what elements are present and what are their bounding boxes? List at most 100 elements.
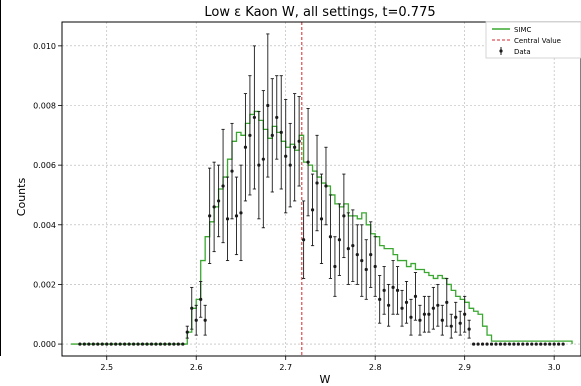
y-tick-label: 0.010: [33, 42, 56, 51]
data-point: [337, 238, 341, 242]
x-tick-label: 2.9: [458, 363, 471, 372]
data-point: [395, 288, 400, 292]
data-point: [243, 145, 248, 149]
data-point: [123, 342, 127, 346]
legend-simc-label: SIMC: [514, 26, 532, 34]
data-point: [489, 342, 494, 346]
data-point: [328, 235, 333, 239]
data-point: [185, 330, 189, 334]
data-point: [364, 267, 368, 272]
data-point: [521, 342, 525, 346]
data-point: [136, 342, 140, 346]
data-point: [369, 253, 373, 257]
data-point: [163, 342, 167, 346]
data-point: [221, 184, 225, 188]
data-point: [190, 306, 194, 310]
left-panel-edge: [0, 0, 1, 356]
y-tick-label: 0.000: [33, 340, 56, 349]
data-point: [216, 199, 221, 203]
data-point: [333, 264, 337, 269]
data-point: [342, 214, 346, 218]
legend-central-label: Central Value: [514, 37, 561, 45]
data-point: [534, 342, 538, 346]
data-point: [203, 318, 207, 322]
data-point: [498, 342, 503, 346]
data-point: [485, 342, 489, 346]
data-point: [158, 342, 163, 346]
data-point: [539, 342, 543, 346]
data-point: [440, 318, 444, 322]
data-point: [154, 342, 158, 346]
y-tick-label: 0.002: [33, 280, 56, 289]
data-point: [445, 300, 449, 304]
data-point: [105, 342, 109, 346]
data-point: [176, 342, 180, 346]
data-point: [78, 342, 82, 346]
data-point: [373, 264, 377, 269]
data-point: [149, 342, 154, 346]
data-point: [212, 205, 216, 209]
y-axis-label: Counts: [15, 178, 28, 217]
data-point: [436, 303, 440, 307]
data-point: [409, 315, 413, 319]
data-point: [503, 342, 507, 346]
data-point: [306, 160, 310, 164]
data-point: [100, 342, 104, 346]
data-point: [114, 342, 118, 346]
data-point: [288, 163, 292, 167]
data-point: [391, 285, 395, 290]
data-point: [266, 103, 270, 108]
data-point: [293, 145, 297, 149]
data-point: [355, 253, 359, 257]
data-point: [530, 342, 534, 346]
x-axis-label: W: [320, 373, 331, 386]
data-point: [234, 214, 239, 218]
data-point: [91, 342, 95, 346]
x-tick-label: 2.5: [100, 363, 113, 372]
data-point: [422, 312, 427, 316]
data-point: [351, 244, 355, 248]
x-tick-label: 3.0: [548, 363, 561, 372]
data-point: [257, 163, 261, 167]
plot-area: [70, 22, 573, 356]
data-point: [561, 342, 565, 346]
data-point: [418, 318, 422, 322]
data-point: [324, 184, 328, 188]
data-point: [512, 342, 516, 346]
data-point: [87, 342, 91, 346]
data-point: [476, 342, 480, 346]
data-point: [378, 297, 382, 301]
data-point: [494, 342, 498, 346]
legend: SIMC Central Value Data: [485, 21, 581, 59]
data-point: [431, 306, 435, 310]
data-point: [181, 342, 185, 346]
x-tick-label: 2.7: [279, 363, 292, 372]
legend-data-label: Data: [514, 48, 531, 56]
data-point: [319, 217, 324, 221]
data-point: [557, 342, 561, 346]
y-tick-label: 0.006: [33, 161, 56, 170]
y-tick-label: 0.008: [33, 102, 56, 111]
data-point: [297, 139, 301, 143]
data-point: [458, 321, 462, 325]
data-point: [302, 238, 306, 242]
data-point: [400, 306, 404, 310]
data-point: [449, 324, 453, 328]
data-point: [82, 342, 86, 346]
data-point: [463, 312, 467, 316]
axes: 2.5 2.6 2.7 2.8 2.9 3.0 0.000 0.002 0.004 0.006 0.…: [33, 42, 560, 372]
x-tick-label: 2.6: [190, 363, 203, 372]
data-point: [279, 130, 283, 134]
data-point: [360, 258, 364, 263]
y-tick-label: 0.004: [33, 221, 56, 230]
data-point: [525, 342, 529, 346]
data-point: [167, 342, 171, 346]
data-point: [239, 211, 243, 215]
data-point: [387, 303, 391, 307]
data-point: [252, 115, 256, 120]
legend-data-marker: [499, 49, 503, 53]
data-point: [145, 342, 149, 346]
data-point: [248, 133, 252, 137]
data-point: [225, 217, 230, 221]
